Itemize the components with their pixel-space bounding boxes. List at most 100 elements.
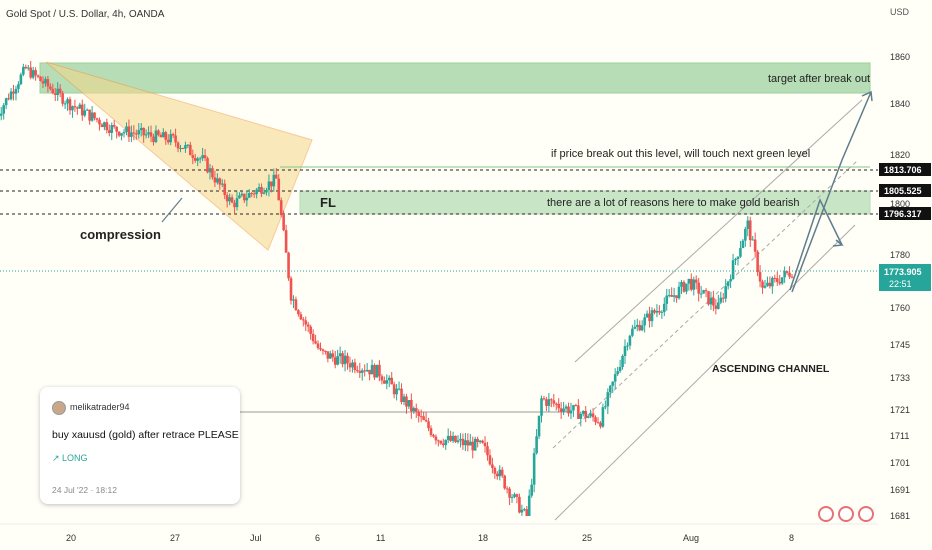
candle-body: [441, 443, 445, 446]
candle-body: [665, 295, 669, 304]
candle-body: [687, 278, 691, 284]
candle-body: [83, 110, 87, 116]
candle-body: [778, 281, 782, 284]
candle-body: [304, 320, 308, 325]
candle-body: [152, 136, 155, 143]
candle-body: [46, 79, 50, 87]
candle-body: [552, 400, 556, 404]
candle-body: [88, 109, 91, 121]
candle-body: [169, 134, 172, 143]
candle-body: [545, 399, 548, 406]
us-flag-icon[interactable]: [818, 506, 834, 522]
candle-body: [14, 88, 18, 94]
candle-body: [427, 421, 430, 429]
candle-body: [73, 106, 77, 108]
candle-body: [726, 281, 730, 287]
candle-body: [672, 295, 676, 297]
candle-body: [130, 132, 133, 137]
us-flag-icon[interactable]: [838, 506, 854, 522]
us-flag-icon[interactable]: [858, 506, 874, 522]
candle-body: [272, 174, 276, 187]
trade-idea-card[interactable]: melikatrader94 buy xauusd (gold) after r…: [40, 387, 240, 504]
candle-body: [471, 441, 475, 451]
candle-body: [324, 350, 327, 352]
level-badge-1813: [879, 163, 931, 176]
candle-body: [596, 422, 600, 424]
candle-body: [24, 66, 28, 69]
candle-body: [640, 325, 644, 331]
candle-body: [775, 278, 779, 282]
level-label-1796: 1796.317: [884, 209, 922, 219]
candle-body: [500, 469, 504, 476]
candle-body: [525, 509, 529, 516]
candle-body: [763, 285, 767, 288]
x-tick-6: 6: [315, 533, 320, 543]
candle-body: [306, 324, 310, 327]
candle-body: [68, 99, 72, 111]
candle-body: [397, 388, 401, 390]
candle-body: [90, 112, 94, 121]
candle-body: [378, 364, 381, 377]
candle-body: [233, 202, 236, 208]
candle-body: [201, 155, 204, 159]
candle-body: [245, 197, 249, 201]
y-tick-1800: 1800: [890, 199, 910, 209]
candle-body: [748, 220, 752, 241]
x-tick-25: 25: [582, 533, 592, 543]
candle-body: [225, 194, 229, 202]
candle-body: [387, 377, 391, 381]
candle-body: [464, 440, 467, 446]
candle-body: [407, 400, 411, 407]
economic-events-icons[interactable]: [818, 506, 874, 522]
candle-body: [633, 326, 637, 329]
candle-body: [122, 131, 126, 134]
candle-body: [635, 324, 639, 327]
idea-date: 24 Jul '22 · 18:12: [52, 485, 117, 495]
y-tick-1721: 1721: [890, 405, 910, 415]
candle-body: [773, 277, 777, 279]
candle-body: [758, 272, 762, 282]
candle-body: [491, 464, 494, 468]
candle-body: [589, 413, 592, 417]
candle-body: [422, 416, 425, 420]
candle-body: [400, 388, 403, 402]
candle-body: [638, 324, 642, 331]
candle-body: [437, 440, 440, 442]
candle-body: [107, 130, 111, 133]
candle-body: [486, 446, 489, 456]
candle-body: [768, 282, 772, 287]
candle-body: [694, 279, 698, 283]
candle-body: [80, 104, 84, 116]
candle-body: [658, 310, 661, 313]
candle-body: [562, 408, 565, 412]
idea-username[interactable]: melikatrader94: [70, 402, 130, 412]
candle-body: [85, 109, 89, 111]
candle-body: [783, 271, 786, 278]
candle-body: [142, 127, 145, 136]
candle-body: [456, 440, 460, 443]
candle-body: [346, 355, 349, 364]
compression-arrow: [161, 197, 183, 223]
candle-body: [542, 398, 546, 400]
candle-body: [297, 310, 300, 315]
candle-body: [299, 314, 303, 320]
projection-arrowhead-up: [861, 90, 873, 102]
candle-body: [677, 286, 681, 299]
candle-body: [446, 435, 450, 440]
candle-body: [766, 282, 769, 286]
currency-label: USD: [890, 7, 910, 17]
last-price-badge: [879, 264, 931, 291]
candle-body: [333, 357, 337, 365]
candle-body: [434, 436, 438, 441]
candle-body: [252, 193, 256, 195]
candle-body: [193, 157, 197, 161]
candle-body: [414, 408, 418, 412]
candle-body: [493, 467, 497, 474]
candle-body: [417, 411, 421, 417]
candle-body: [135, 133, 138, 135]
candle-body: [338, 353, 342, 357]
candle-body: [444, 439, 448, 446]
annotation-bearish: there are a lot of reasons here to make …: [547, 197, 800, 209]
candle-body: [360, 370, 364, 373]
candle-body: [22, 66, 25, 75]
